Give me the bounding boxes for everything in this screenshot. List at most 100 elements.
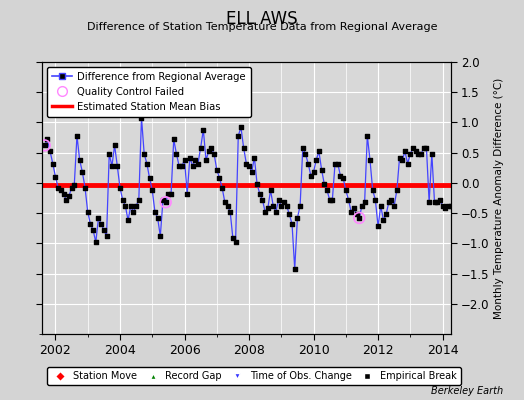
Point — [40, 142, 49, 149]
Point — [299, 145, 307, 151]
Point — [196, 145, 205, 151]
Point — [191, 157, 200, 163]
Point — [223, 203, 232, 209]
Point — [361, 199, 369, 206]
Point — [307, 172, 315, 179]
Point — [54, 184, 62, 191]
Point — [226, 209, 234, 215]
Point — [194, 160, 202, 167]
Point — [94, 215, 103, 221]
Text: ELL AWS: ELL AWS — [226, 10, 298, 28]
Point — [428, 151, 436, 157]
Point — [97, 221, 105, 227]
Point — [355, 215, 364, 221]
Point — [444, 203, 452, 209]
Point — [164, 190, 172, 197]
Point — [207, 145, 215, 151]
Point — [374, 223, 382, 230]
Point — [390, 203, 398, 209]
Point — [293, 215, 302, 221]
Point — [328, 197, 336, 203]
Point — [435, 197, 444, 203]
Point — [352, 211, 361, 218]
Point — [441, 205, 450, 212]
Point — [309, 169, 318, 175]
Point — [446, 203, 455, 209]
Point — [385, 199, 393, 206]
Point — [264, 205, 272, 212]
Point — [312, 157, 320, 163]
Point — [366, 157, 374, 163]
Point — [331, 160, 339, 167]
Point — [156, 233, 165, 239]
Point — [202, 157, 210, 163]
Point — [43, 136, 51, 142]
Point — [143, 160, 151, 167]
Point — [288, 221, 296, 227]
Point — [172, 151, 181, 157]
Point — [140, 151, 148, 157]
Point — [68, 184, 76, 191]
Point — [188, 163, 196, 169]
Point — [215, 175, 224, 181]
Point — [145, 175, 154, 181]
Point — [111, 142, 119, 149]
Point — [127, 203, 135, 209]
Point — [73, 132, 81, 139]
Point — [59, 190, 68, 197]
Point — [325, 197, 334, 203]
Point — [83, 209, 92, 215]
Point — [121, 203, 129, 209]
Point — [129, 209, 138, 215]
Point — [218, 184, 226, 191]
Text: Berkeley Earth: Berkeley Earth — [431, 386, 503, 396]
Point — [210, 151, 219, 157]
Point — [430, 199, 439, 206]
Point — [232, 239, 240, 245]
Point — [411, 148, 420, 155]
Point — [323, 187, 331, 193]
Point — [199, 126, 208, 133]
Point — [135, 197, 143, 203]
Point — [285, 211, 293, 218]
Point — [425, 199, 433, 206]
Point — [396, 154, 404, 161]
Point — [269, 203, 277, 209]
Point — [161, 199, 170, 206]
Point — [304, 160, 312, 167]
Point — [175, 163, 183, 169]
Point — [347, 209, 355, 215]
Point — [161, 199, 170, 206]
Point — [62, 197, 70, 203]
Point — [51, 174, 60, 180]
Point — [228, 235, 237, 242]
Legend: Difference from Regional Average, Quality Control Failed, Estimated Station Mean: Difference from Regional Average, Qualit… — [47, 67, 250, 117]
Point — [154, 215, 162, 221]
Point — [277, 203, 286, 209]
Point — [180, 157, 189, 163]
Point — [49, 160, 57, 167]
Point — [320, 181, 329, 187]
Point — [296, 203, 304, 209]
Point — [247, 169, 256, 175]
Point — [433, 199, 441, 206]
Point — [102, 233, 111, 239]
Point — [250, 154, 258, 161]
Text: Difference of Station Temperature Data from Regional Average: Difference of Station Temperature Data f… — [87, 22, 437, 32]
Point — [371, 197, 379, 203]
Point — [75, 157, 84, 163]
Point — [132, 203, 140, 209]
Point — [355, 215, 364, 221]
Point — [417, 151, 425, 157]
Point — [420, 145, 428, 151]
Point — [213, 166, 221, 173]
Point — [46, 148, 54, 155]
Point — [70, 182, 79, 188]
Point — [78, 169, 86, 175]
Point — [116, 184, 124, 191]
Point — [151, 209, 159, 215]
Point — [315, 148, 323, 155]
Point — [185, 154, 194, 161]
Y-axis label: Monthly Temperature Anomaly Difference (°C): Monthly Temperature Anomaly Difference (… — [494, 77, 504, 319]
Point — [253, 181, 261, 187]
